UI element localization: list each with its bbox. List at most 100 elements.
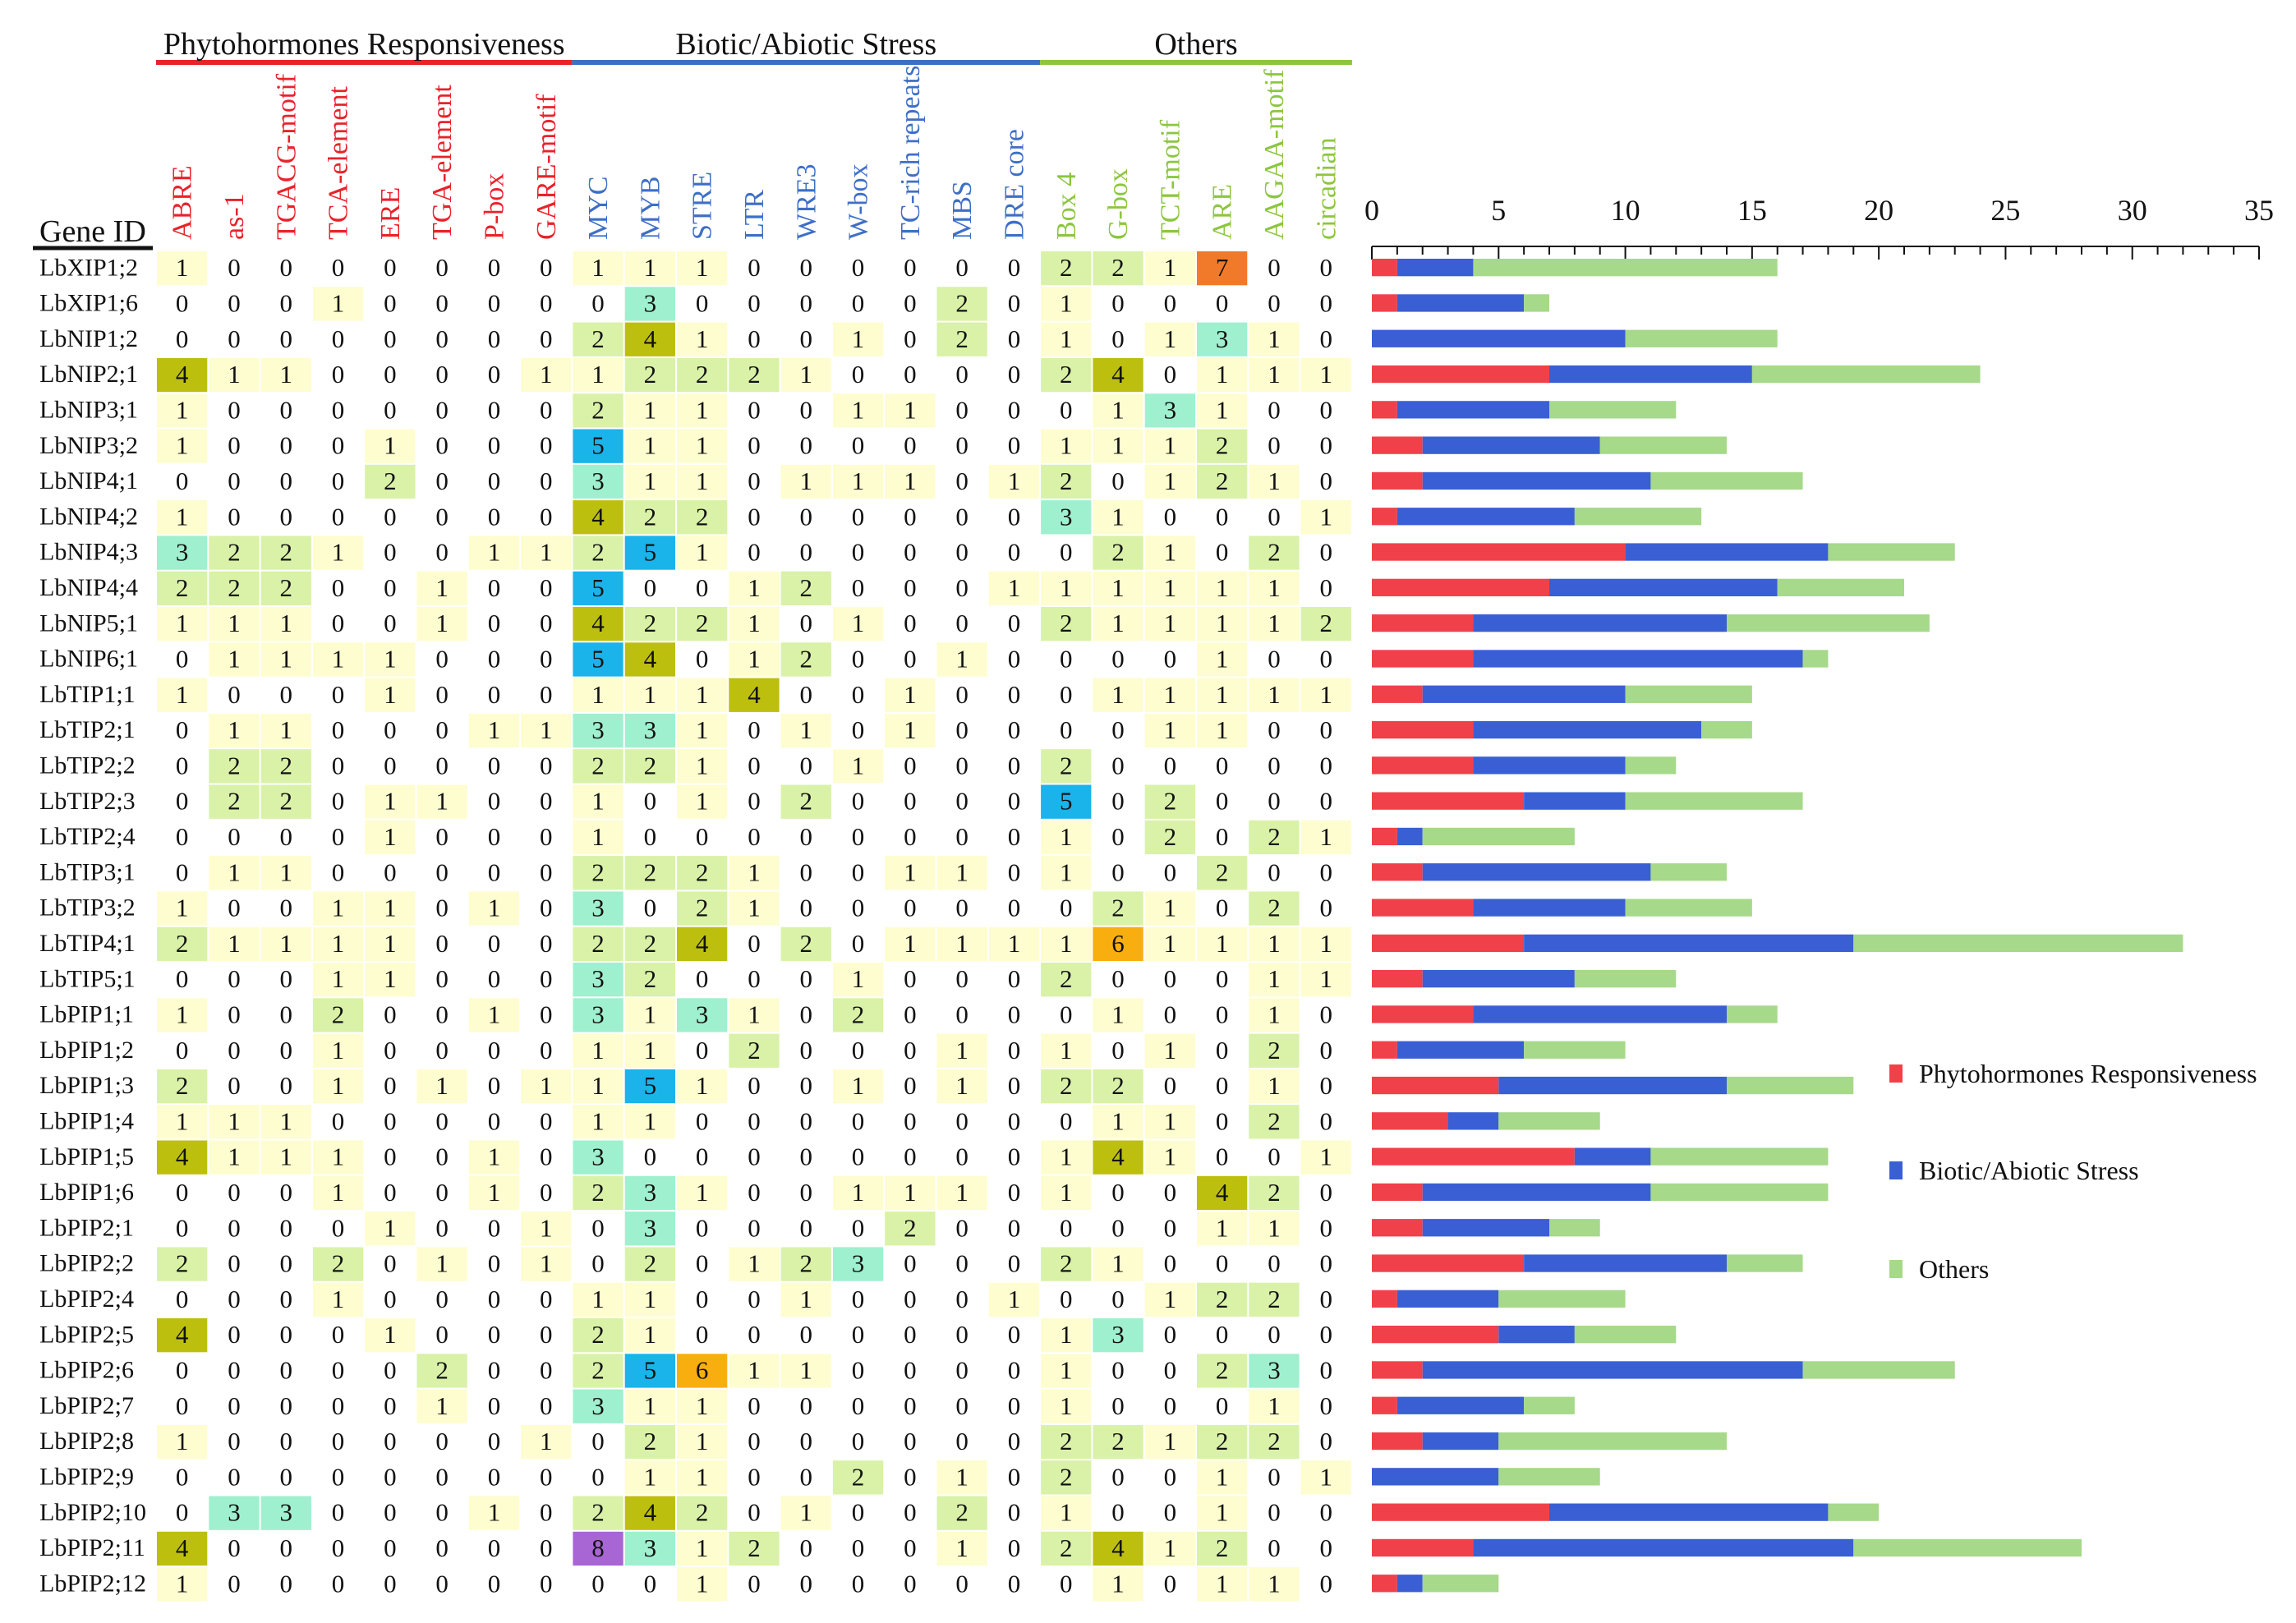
heatmap-cell: [521, 1460, 572, 1495]
bar-segment-stress: [1396, 508, 1575, 526]
heatmap-cell-value: 0: [748, 395, 761, 424]
heatmap-cell-value: 0: [904, 1249, 917, 1278]
heatmap-cell: [260, 1496, 311, 1530]
heatmap-cell: [260, 856, 311, 890]
heatmap-cell-value: 0: [748, 538, 761, 567]
heatmap-cell: [780, 357, 831, 393]
gene-id-label: LbXIP1;2: [39, 254, 138, 281]
heatmap-cell-value: 1: [852, 1178, 865, 1207]
heatmap-cell-value: 0: [1164, 1498, 1177, 1527]
heatmap-cell: [365, 784, 416, 819]
heatmap-cell: [1300, 536, 1351, 570]
heatmap-cell-value: 2: [1111, 538, 1125, 567]
heatmap-cell: [573, 749, 623, 784]
heatmap-cell-value: 0: [800, 1533, 813, 1562]
heatmap-cell: [936, 1424, 987, 1460]
heatmap-cell-value: 0: [1111, 324, 1125, 353]
heatmap-cell-value: 1: [696, 787, 709, 816]
column-label: Box 4: [1051, 172, 1082, 240]
heatmap-cell-value: 0: [540, 1462, 553, 1491]
heatmap-cell: [365, 536, 416, 570]
bar-segment-phytohormone: [1372, 1147, 1575, 1166]
heatmap-cell: [988, 1212, 1040, 1246]
heatmap-cell: [260, 1318, 311, 1353]
heatmap-cell: [209, 500, 260, 535]
heatmap-cell-value: 0: [1164, 1213, 1177, 1242]
heatmap-cell: [468, 856, 520, 890]
heatmap-cell-value: 0: [748, 1285, 761, 1313]
heatmap-cell: [1197, 1175, 1248, 1211]
heatmap-cell: [416, 642, 467, 677]
heatmap-cell: [832, 1496, 884, 1530]
heatmap-cell: [1249, 713, 1300, 748]
heatmap-cell: [988, 856, 1040, 890]
heatmap-cell-value: 1: [696, 1071, 709, 1100]
heatmap-cell: [936, 891, 987, 926]
heatmap-cell: [1300, 1282, 1351, 1317]
heatmap-cell-value: 0: [540, 431, 553, 460]
heatmap-cell: [729, 464, 780, 499]
heatmap-cell-value: 2: [591, 1178, 605, 1207]
heatmap-cell: [780, 536, 831, 570]
bar-segment-stress: [1396, 1396, 1525, 1414]
heatmap-cell: [312, 856, 364, 890]
heatmap-cell: [1041, 251, 1092, 286]
heatmap-cell: [936, 393, 987, 428]
heatmap-cell-value: 1: [800, 715, 813, 744]
heatmap-cell-value: 1: [332, 929, 345, 958]
heatmap-cell-value: 5: [1060, 787, 1073, 816]
heatmap-cell: [1197, 820, 1248, 855]
heatmap-cell-value: 0: [488, 1533, 501, 1562]
bar-axis-tick-label: 35: [2244, 194, 2274, 227]
heatmap-cell-value: 0: [1008, 1320, 1021, 1349]
heatmap-cell-value: 0: [904, 253, 917, 282]
heatmap-cell-value: 0: [852, 1569, 865, 1598]
heatmap-cell-value: 1: [1268, 1213, 1281, 1242]
heatmap-cell-value: 2: [1268, 822, 1281, 851]
heatmap-cell-value: 0: [696, 964, 709, 993]
heatmap-cell-value: 0: [955, 1569, 969, 1598]
bar-segment-others: [1727, 1076, 1854, 1095]
gene-id-label: LbPIP2;7: [39, 1392, 134, 1419]
heatmap-cell-value: 2: [591, 324, 605, 353]
heatmap-cell: [1093, 1247, 1143, 1281]
heatmap-cell: [988, 1496, 1040, 1530]
heatmap-cell-value: 0: [488, 1391, 501, 1420]
heatmap-cell-value: 2: [280, 751, 293, 779]
heatmap-cell: [1041, 500, 1092, 535]
heatmap-cell: [260, 1460, 311, 1495]
bar-segment-stress: [1396, 259, 1474, 277]
heatmap-cell-value: 1: [1216, 715, 1229, 744]
column-label: MYC: [583, 177, 614, 240]
heatmap-cell: [729, 856, 780, 890]
heatmap-cell-value: 2: [591, 1498, 605, 1527]
heatmap-cell-value: 0: [435, 324, 449, 353]
heatmap-cell: [780, 820, 831, 855]
bar-segment-others: [1498, 1112, 1600, 1130]
heatmap-cell: [260, 926, 311, 961]
heatmap-cell: [1197, 642, 1248, 677]
heatmap-cell: [365, 464, 416, 499]
heatmap-cell-value: 0: [1268, 253, 1281, 282]
gene-id-label: LbPIP2;11: [39, 1534, 145, 1561]
heatmap-cell-value: 0: [435, 1213, 449, 1242]
heatmap-cell-value: 1: [955, 929, 969, 958]
heatmap-cell: [988, 642, 1040, 677]
bar-segment-others: [1625, 329, 1778, 347]
heatmap-cell: [936, 357, 987, 393]
heatmap-cell-value: 0: [852, 253, 865, 282]
bar-segment-others: [1650, 471, 1803, 490]
heatmap-cell: [1144, 1318, 1195, 1353]
heatmap-cell: [885, 856, 936, 890]
heatmap-cell-value: 0: [435, 538, 449, 567]
heatmap-cell: [521, 926, 572, 961]
heatmap-cell: [729, 429, 780, 463]
heatmap-cell: [312, 1531, 364, 1566]
heatmap-cell: [624, 357, 675, 393]
heatmap-cell: [365, 1354, 416, 1388]
heatmap-cell: [468, 287, 520, 321]
heatmap-cell: [729, 1531, 780, 1566]
heatmap-cell: [624, 963, 675, 997]
heatmap-cell-value: 1: [748, 644, 761, 673]
heatmap-cell: [416, 1282, 467, 1317]
